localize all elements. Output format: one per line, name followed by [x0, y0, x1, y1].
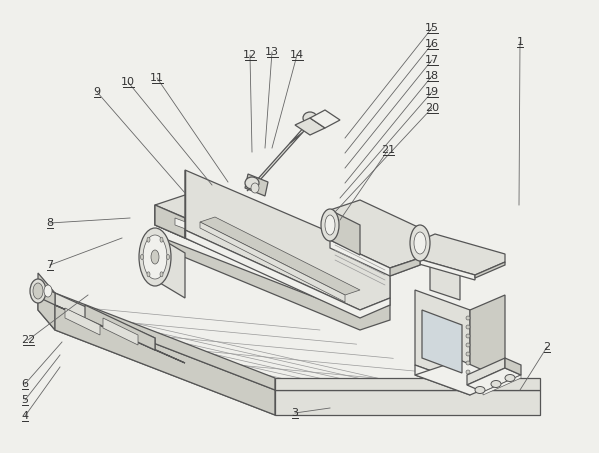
- Text: 11: 11: [150, 73, 164, 83]
- Ellipse shape: [410, 225, 430, 261]
- Ellipse shape: [466, 316, 470, 320]
- Polygon shape: [55, 305, 185, 363]
- Ellipse shape: [143, 235, 167, 279]
- Ellipse shape: [505, 375, 515, 381]
- Text: 1: 1: [516, 37, 524, 47]
- Polygon shape: [275, 390, 540, 415]
- Polygon shape: [155, 235, 185, 298]
- Text: 8: 8: [47, 218, 53, 228]
- Polygon shape: [390, 258, 420, 276]
- Polygon shape: [85, 305, 155, 350]
- Polygon shape: [185, 230, 390, 318]
- Text: 18: 18: [425, 71, 439, 81]
- Polygon shape: [155, 195, 390, 315]
- Text: 4: 4: [22, 411, 29, 421]
- Polygon shape: [155, 205, 185, 238]
- Text: 5: 5: [22, 395, 29, 405]
- Polygon shape: [38, 285, 55, 330]
- Ellipse shape: [466, 361, 470, 365]
- Ellipse shape: [33, 283, 43, 299]
- Polygon shape: [415, 290, 470, 385]
- Polygon shape: [200, 222, 345, 302]
- Polygon shape: [55, 293, 155, 350]
- Text: 20: 20: [425, 103, 439, 113]
- Text: 7: 7: [47, 260, 53, 270]
- Polygon shape: [245, 174, 268, 196]
- Text: 2: 2: [543, 342, 550, 352]
- Text: 10: 10: [121, 77, 135, 87]
- Text: 13: 13: [265, 47, 279, 57]
- Ellipse shape: [160, 237, 163, 242]
- Polygon shape: [410, 247, 460, 270]
- Polygon shape: [55, 293, 275, 390]
- Polygon shape: [422, 310, 462, 373]
- Ellipse shape: [466, 352, 470, 356]
- Polygon shape: [38, 273, 55, 305]
- Text: 21: 21: [381, 145, 395, 155]
- Polygon shape: [290, 115, 318, 143]
- Ellipse shape: [466, 325, 470, 329]
- Polygon shape: [65, 308, 100, 335]
- Polygon shape: [275, 378, 540, 390]
- Text: 9: 9: [93, 87, 101, 97]
- Ellipse shape: [147, 272, 150, 277]
- Text: 16: 16: [425, 39, 439, 49]
- Text: 17: 17: [425, 55, 439, 65]
- Text: 12: 12: [243, 50, 257, 60]
- Polygon shape: [155, 205, 390, 305]
- Polygon shape: [310, 110, 340, 128]
- Ellipse shape: [321, 209, 339, 241]
- Ellipse shape: [466, 370, 470, 374]
- Text: 15: 15: [425, 23, 439, 33]
- Polygon shape: [405, 255, 475, 280]
- Polygon shape: [470, 295, 505, 385]
- Ellipse shape: [466, 343, 470, 347]
- Polygon shape: [200, 217, 360, 295]
- Polygon shape: [415, 365, 470, 395]
- Text: 6: 6: [22, 379, 29, 389]
- Text: 22: 22: [21, 335, 35, 345]
- Polygon shape: [103, 318, 138, 345]
- Ellipse shape: [466, 334, 470, 338]
- Ellipse shape: [151, 250, 159, 264]
- Polygon shape: [483, 375, 521, 395]
- Ellipse shape: [139, 228, 171, 286]
- Ellipse shape: [245, 177, 259, 189]
- Polygon shape: [38, 285, 540, 415]
- Polygon shape: [467, 368, 521, 392]
- Polygon shape: [467, 358, 505, 385]
- Polygon shape: [405, 234, 505, 275]
- Ellipse shape: [160, 272, 163, 277]
- Ellipse shape: [325, 215, 335, 235]
- Ellipse shape: [475, 386, 485, 394]
- Ellipse shape: [30, 279, 46, 303]
- Polygon shape: [330, 200, 420, 268]
- Polygon shape: [175, 218, 380, 302]
- Polygon shape: [55, 305, 275, 415]
- Polygon shape: [38, 285, 55, 305]
- Polygon shape: [430, 260, 460, 300]
- Text: 19: 19: [425, 87, 439, 97]
- Text: 3: 3: [292, 408, 298, 418]
- Polygon shape: [475, 262, 505, 278]
- Ellipse shape: [251, 183, 259, 193]
- Text: 14: 14: [290, 50, 304, 60]
- Polygon shape: [155, 235, 390, 330]
- Ellipse shape: [44, 285, 52, 297]
- Ellipse shape: [147, 237, 150, 242]
- Polygon shape: [330, 240, 420, 276]
- Ellipse shape: [414, 232, 426, 254]
- Polygon shape: [38, 283, 55, 305]
- Polygon shape: [247, 132, 303, 191]
- Ellipse shape: [167, 255, 170, 260]
- Polygon shape: [295, 118, 325, 135]
- Polygon shape: [330, 210, 360, 255]
- Polygon shape: [460, 250, 490, 270]
- Ellipse shape: [141, 255, 144, 260]
- Polygon shape: [185, 170, 390, 310]
- Polygon shape: [505, 358, 521, 375]
- Polygon shape: [415, 360, 505, 395]
- Ellipse shape: [491, 381, 501, 387]
- Ellipse shape: [303, 112, 317, 124]
